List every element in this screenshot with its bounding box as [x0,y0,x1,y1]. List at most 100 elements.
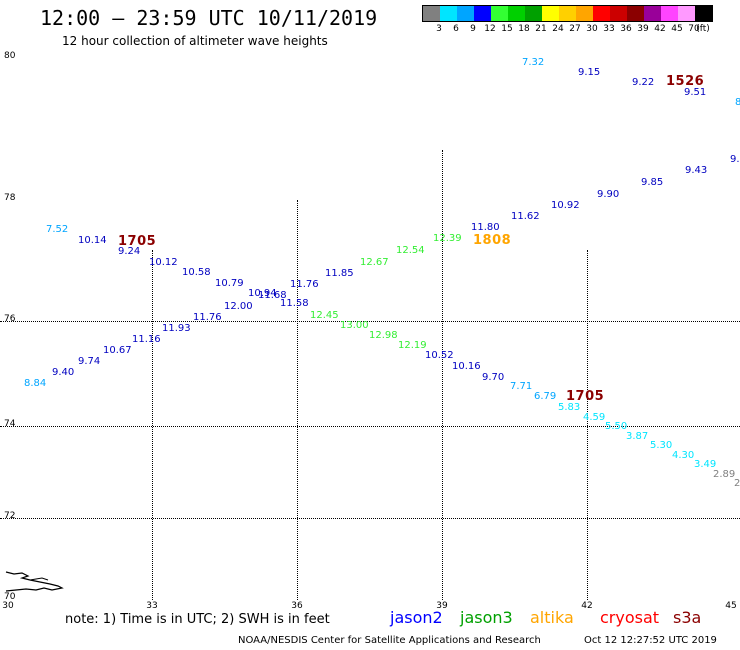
legend-swatch [678,6,695,21]
swh-value: 11.16 [132,334,161,345]
swh-value: 9.40 [52,367,75,378]
lon-label: 39 [436,601,448,611]
parallel-76 [0,321,740,322]
legend-label: 33 [603,24,615,34]
swh-value: 12.54 [396,245,425,256]
coastline [5,571,64,592]
legend-label: 21 [535,24,547,34]
swh-value: 11.85 [325,268,354,279]
swh-value: 6.79 [534,391,557,402]
legend-swatch [627,6,644,21]
swh-value: 2 [734,478,740,489]
swh-value: 7.52 [46,224,69,235]
swh-value: 10.14 [78,235,107,246]
swh-value: 8.84 [24,378,47,389]
legend-label: 36 [620,24,632,34]
swh-value: 9. [730,154,740,165]
legend-label: 12 [484,24,496,34]
legend-swatch [559,6,576,21]
swh-value: 11.80 [471,222,500,233]
swh-value: 12.98 [369,330,398,341]
swh-value: 9.22 [632,77,655,88]
meridian-39 [442,150,443,600]
swh-value: 11.58 [280,298,309,309]
swh-value: 5.30 [650,440,673,451]
swh-value: 3.49 [694,459,717,470]
footer-credit: NOAA/NESDIS Center for Satellite Applica… [238,635,717,646]
legend-swatch [457,6,474,21]
swh-value: 10.52 [425,350,454,361]
lat-label: 80 [4,51,16,61]
legend-swatch [644,6,661,21]
pass-time: 1808 [473,233,512,248]
parallel-74 [0,426,740,427]
legend-labels: 3 6 9 12 15 18 21 24 27 30 33 36 39 42 45 70 (ft) [422,22,713,36]
lat-label: 76 [4,314,16,324]
legend-swatch [525,6,542,21]
legend-swatch [576,6,593,21]
swh-value: 7.71 [510,381,533,392]
lat-label: 74 [4,419,16,429]
legend-label: 45 [671,24,683,34]
legend-swatch [423,6,440,21]
legend-label: 15 [501,24,513,34]
legend-label: 3 [436,24,442,34]
meridian-42 [587,250,588,600]
swh-value: 10.58 [182,267,211,278]
swh-value: 9.70 [482,372,505,383]
satellite-jason2: jason2 [390,608,443,627]
lon-label: 36 [291,601,303,611]
swh-value: 10.94 [248,288,277,299]
swh-value: 4.30 [672,450,695,461]
lon-label: 33 [146,601,158,611]
parallel-72 [0,518,740,519]
legend-label: 6 [453,24,459,34]
legend-label: 30 [586,24,598,34]
legend-label: 9 [470,24,476,34]
swh-value: 11.62 [511,211,540,222]
swh-value: 9.85 [641,177,664,188]
swh-value: 12.45 [310,310,339,321]
color-legend: 3 6 9 12 15 18 21 24 27 30 33 36 39 42 45 70 (ft) [422,5,713,36]
swh-value: 9.43 [685,165,708,176]
swh-value: 3.87 [626,431,649,442]
lat-label: 70 [4,592,16,602]
swh-value: 13.00 [340,320,369,331]
swh-value: 12.67 [360,257,389,268]
swh-value: 10.92 [551,200,580,211]
swh-value: 5.83 [558,402,581,413]
swh-value: 9.74 [78,356,101,367]
swh-value: 12.19 [398,340,427,351]
swh-value: 4.59 [583,412,606,423]
lon-label: 45 [725,601,737,611]
swh-value: 11.76 [290,279,319,290]
legend-label: 39 [637,24,649,34]
legend-label: 70 [688,24,700,34]
satellite-s3a: s3a [673,608,702,627]
legend-swatch [542,6,559,21]
pass-time: 1526 [666,74,705,89]
swh-value: 10.67 [103,345,132,356]
legend-swatch [491,6,508,21]
swh-value: 5.50 [605,421,628,432]
meridian-36 [297,200,298,600]
swh-value: 11.76 [193,312,222,323]
swh-value: 7.32 [522,57,545,68]
legend-swatch [661,6,678,21]
credit-text: NOAA/NESDIS Center for Satellite Applica… [238,635,541,646]
legend-swatch [695,6,712,21]
legend-swatch [508,6,525,21]
legend-label: 42 [654,24,666,34]
map-title: 12:00 – 23:59 UTC 10/11/2019 [40,6,378,30]
meridian-33 [152,250,153,600]
legend-label: 24 [552,24,564,34]
swh-value: 10.12 [149,257,178,268]
swh-value: 11.93 [162,323,191,334]
swh-value: 9.90 [597,189,620,200]
lon-label: 42 [581,601,593,611]
generated-timestamp: Oct 12 12:27:52 UTC 2019 [584,635,717,646]
swh-value: 12.00 [224,301,253,312]
swh-value: 9.24 [118,246,141,257]
legend-swatch [610,6,627,21]
legend-swatch [474,6,491,21]
